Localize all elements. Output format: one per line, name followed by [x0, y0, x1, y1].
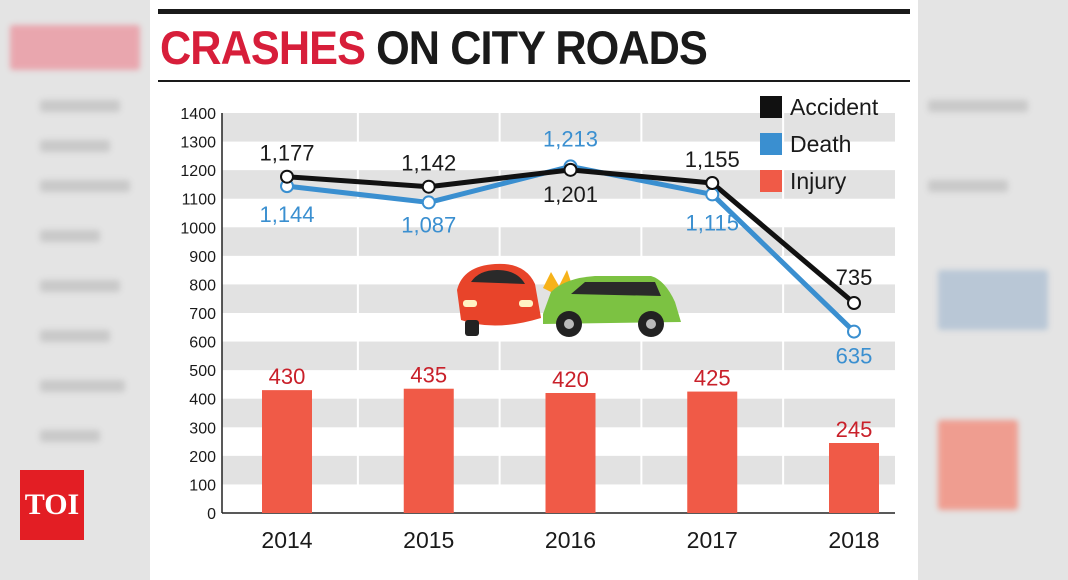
death-data-label: 635 [836, 344, 873, 369]
accident-data-label: 735 [836, 265, 873, 290]
injury-data-label: 425 [694, 366, 731, 391]
legend-swatch-injury [760, 170, 782, 192]
x-tick-label: 2014 [261, 527, 312, 553]
injury-data-label: 420 [552, 367, 589, 392]
green-car-hub [646, 319, 656, 329]
death-data-label: 1,087 [401, 212, 456, 237]
injury-bar [829, 443, 879, 513]
crash-illustration [457, 263, 681, 337]
infographic-card: CRASHES ON CITY ROADS 0 100 200 300 400 500 60… [150, 0, 918, 580]
death-point [847, 324, 861, 339]
accident-data-label: 1,201 [543, 182, 598, 207]
chart-title: CRASHES ON CITY ROADS [160, 20, 708, 76]
title-red-part: CRASHES [160, 21, 366, 74]
accident-point [563, 162, 578, 177]
legend-label-death: Death [790, 131, 851, 157]
red-car-headlight [519, 300, 533, 307]
death-point [421, 195, 436, 210]
legend-label-injury: Injury [790, 168, 847, 194]
y-tick-label: 900 [189, 249, 216, 266]
y-tick-label: 100 [189, 477, 216, 494]
red-car-windshield [471, 270, 525, 284]
death-data-label: 1,213 [543, 126, 598, 151]
accident-data-label: 1,142 [401, 151, 456, 176]
y-tick-label: 700 [189, 306, 216, 323]
grid-band [222, 341, 895, 371]
accident-point [280, 169, 294, 184]
green-car-hub [564, 319, 574, 329]
legend-swatch-accident [760, 96, 782, 118]
x-tick-label: 2018 [828, 527, 879, 553]
injury-bar [545, 393, 596, 513]
toi-logo: TOI [20, 470, 84, 540]
accident-point [705, 176, 720, 190]
red-car-headlight [463, 300, 477, 307]
x-tick-label: 2016 [545, 527, 596, 553]
y-tick-label: 800 [189, 277, 216, 294]
y-tick-label: 1400 [180, 106, 216, 123]
y-tick-label: 600 [189, 335, 216, 352]
death-data-label: 1,144 [259, 202, 314, 227]
background-right [918, 0, 1068, 580]
chart-frame [158, 80, 910, 570]
injury-data-label: 245 [836, 417, 873, 442]
title-dark-part: ON CITY ROADS [365, 21, 708, 74]
y-tick-label: 300 [189, 420, 216, 437]
injury-bar [403, 388, 454, 513]
accident-data-label: 1,155 [685, 147, 740, 172]
y-tick-label: 400 [189, 392, 216, 409]
legend-label-accident: Accident [790, 94, 879, 120]
accident-data-label: 1,177 [259, 141, 314, 166]
death-point [705, 187, 720, 202]
y-tick-label: 1000 [180, 220, 216, 237]
injury-bar [687, 391, 738, 513]
death-data-label: 1,115 [686, 210, 739, 235]
y-tick-label: 1300 [180, 135, 216, 152]
chart-svg: 0 100 200 300 400 500 600 700 800 900 1000 1100 1200… [180, 94, 895, 553]
y-tick-label: 500 [189, 363, 216, 380]
injury-data-label: 435 [410, 363, 447, 388]
x-tick-label: 2017 [687, 527, 738, 553]
legend-swatch-death [760, 133, 782, 155]
green-car-window [571, 282, 661, 296]
y-tick-label: 1100 [182, 192, 217, 209]
red-car-wheel [465, 320, 479, 336]
accident-point [421, 179, 436, 194]
injury-bar [262, 390, 312, 513]
y-tick-label: 0 [207, 506, 216, 523]
y-tick-label: 200 [189, 449, 216, 466]
y-tick-label: 1200 [180, 163, 216, 180]
accident-point [847, 296, 861, 310]
top-rule [158, 9, 910, 14]
injury-data-label: 430 [269, 364, 306, 389]
x-tick-label: 2015 [403, 527, 454, 553]
